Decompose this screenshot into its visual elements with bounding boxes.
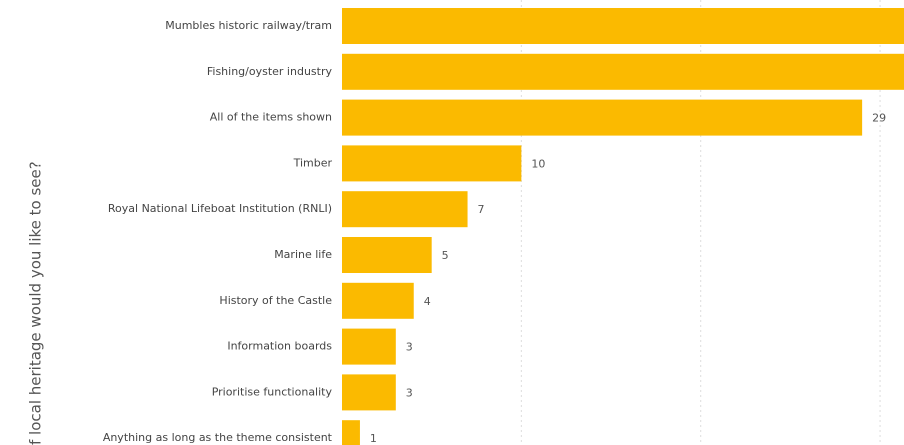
bar	[342, 99, 863, 136]
bar	[342, 374, 396, 411]
bar	[342, 8, 904, 44]
value-label: 3	[406, 386, 413, 399]
category-label: Royal National Lifeboat Institution (RNL…	[108, 202, 332, 215]
bar	[342, 282, 414, 319]
category-label: Mumbles historic railway/tram	[165, 19, 332, 32]
category-label: Anything as long as the theme consistent	[103, 431, 333, 444]
value-label: 10	[531, 157, 545, 170]
category-label: Information boards	[227, 340, 332, 353]
category-label: Marine life	[274, 248, 332, 261]
value-label: 3	[406, 341, 413, 354]
bar	[342, 53, 904, 90]
bar	[342, 328, 396, 365]
category-label: Prioritise functionality	[212, 385, 333, 398]
value-label: 5	[442, 249, 449, 262]
bar	[342, 145, 522, 182]
bar	[342, 420, 360, 445]
value-label: 7	[478, 203, 485, 216]
value-label: 1	[370, 432, 377, 445]
value-label: 4	[424, 295, 431, 308]
category-label: All of the items shown	[210, 111, 332, 124]
category-label: History of the Castle	[219, 294, 332, 307]
category-label: Timber	[293, 156, 333, 169]
y-axis-label: f local heritage would you like to see?	[27, 161, 45, 445]
category-label: Fishing/oyster industry	[207, 65, 333, 78]
bar	[342, 237, 432, 273]
value-label: 29	[872, 112, 886, 125]
bar	[342, 191, 468, 228]
